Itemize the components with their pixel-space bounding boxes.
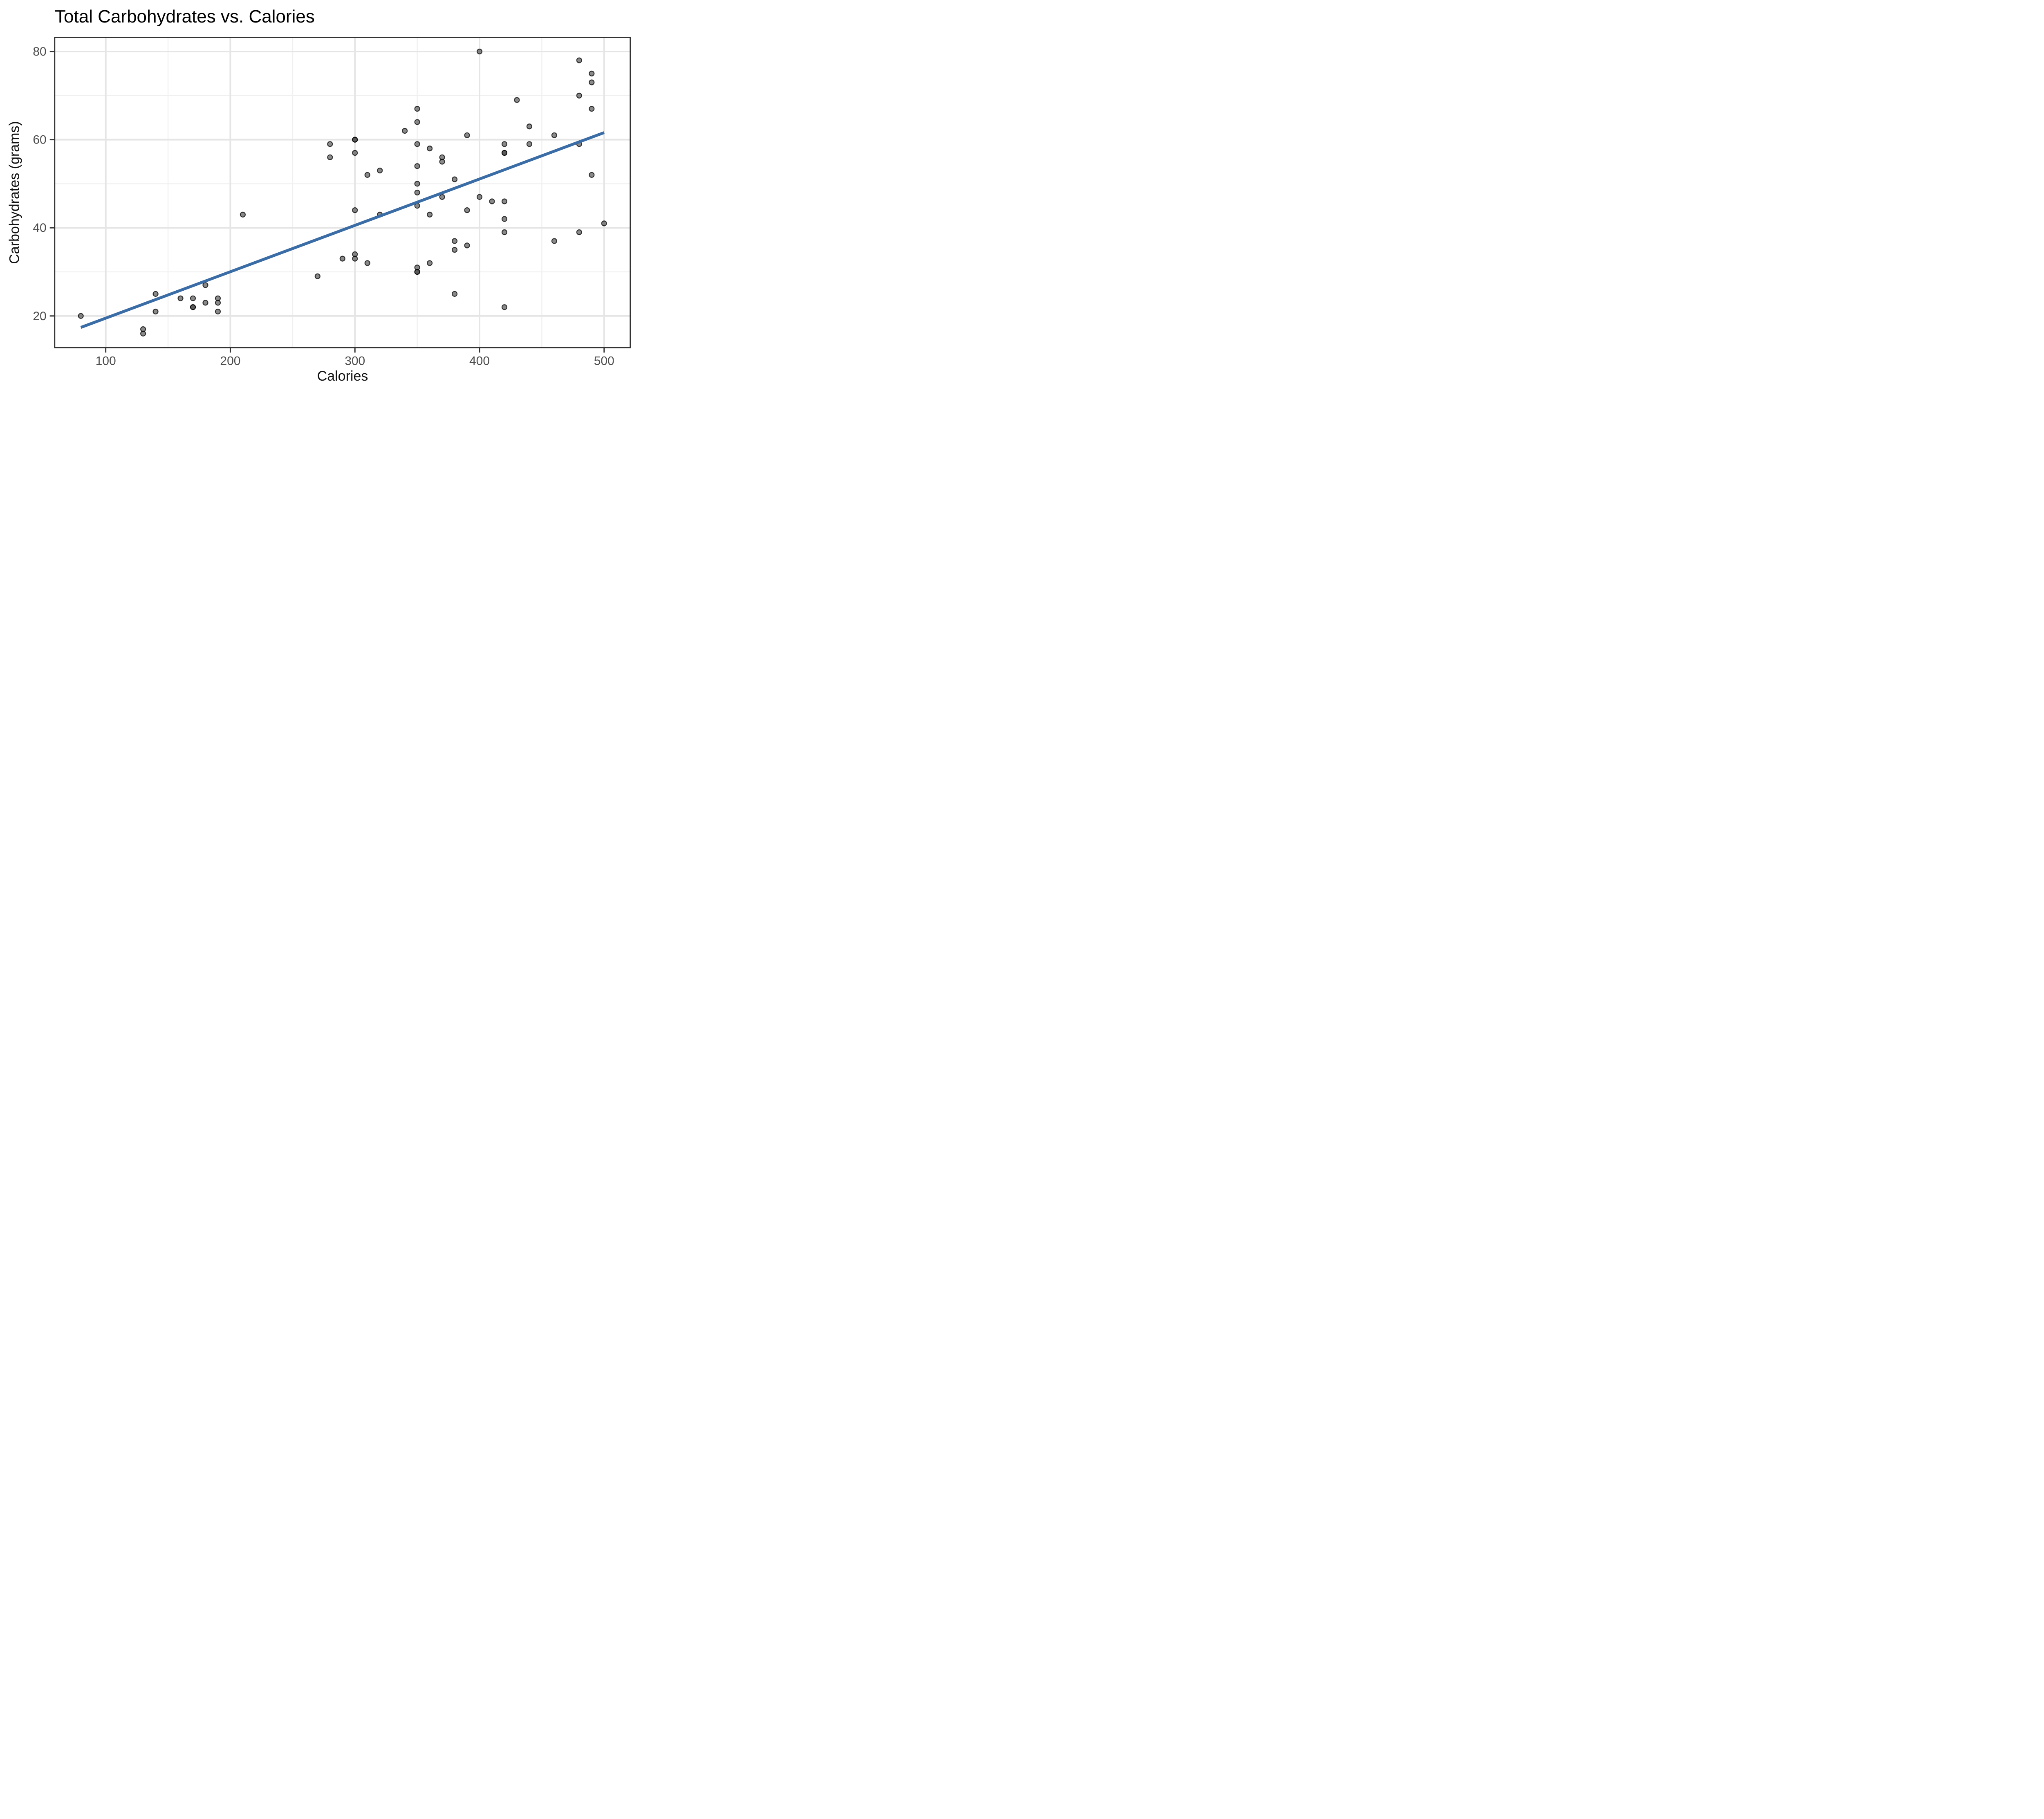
data-point [501, 198, 508, 204]
data-point [414, 181, 420, 187]
data-point [589, 70, 595, 76]
data-point [152, 291, 159, 297]
data-point [352, 150, 358, 156]
data-point [339, 256, 345, 262]
data-point [215, 300, 221, 306]
data-point [414, 163, 420, 169]
data-point [402, 128, 408, 134]
y-tick-label: 20 [33, 310, 46, 323]
data-point [352, 256, 358, 262]
y-tick-label: 80 [33, 45, 46, 58]
data-point [414, 269, 420, 275]
x-tick-label: 400 [469, 354, 490, 368]
data-point [414, 189, 420, 196]
x-axis-title: Calories [317, 368, 368, 384]
x-tick-label: 300 [345, 354, 365, 368]
data-point [140, 330, 146, 337]
trend-line [80, 131, 605, 329]
data-point [551, 238, 557, 244]
data-point [589, 79, 595, 85]
data-point [489, 198, 495, 204]
y-axis-title: Carbohydrates (grams) [7, 121, 22, 264]
data-point [501, 229, 508, 236]
data-point [439, 159, 445, 165]
data-point [526, 141, 533, 147]
panel-background [54, 37, 630, 348]
chart-title: Total Carbohydrates vs. Calories [55, 7, 315, 27]
data-point [451, 291, 458, 297]
data-point [190, 304, 196, 310]
x-tick-label: 100 [96, 354, 116, 368]
data-point [576, 92, 582, 99]
data-point [514, 97, 520, 103]
data-point [526, 123, 533, 130]
chart-figure: 100 200 300 400 500 20 40 60 80 Total Carbohydra… [0, 0, 641, 396]
data-point [589, 172, 595, 178]
data-point [190, 295, 196, 301]
data-point [352, 207, 358, 213]
data-point [177, 295, 184, 301]
data-point [476, 48, 483, 55]
data-point [414, 141, 420, 147]
data-point [501, 141, 508, 147]
data-point [551, 132, 557, 138]
data-point [426, 260, 433, 266]
data-point [202, 300, 208, 306]
data-point [451, 238, 458, 244]
data-point [464, 242, 470, 249]
data-point [78, 313, 84, 319]
data-point [364, 260, 370, 266]
y-tick-label: 40 [33, 221, 46, 235]
y-tick-label: 60 [33, 133, 46, 147]
data-point [464, 132, 470, 138]
panel-border [54, 37, 631, 348]
data-point [426, 211, 433, 218]
plot-area: 100 200 300 400 500 20 40 60 80 [33, 37, 631, 368]
data-point [327, 154, 333, 160]
x-tick-label: 200 [220, 354, 240, 368]
data-point [377, 167, 383, 174]
data-point [464, 207, 470, 213]
data-point [601, 220, 607, 227]
data-point [501, 216, 508, 222]
data-point [152, 308, 159, 315]
data-point [451, 176, 458, 182]
data-point [451, 247, 458, 253]
data-point [589, 106, 595, 112]
data-point [576, 57, 582, 63]
data-point [352, 137, 358, 143]
data-point [439, 194, 445, 200]
data-point [501, 150, 508, 156]
data-point [501, 304, 508, 310]
data-point [314, 273, 320, 279]
data-point [576, 229, 582, 236]
data-point [414, 106, 420, 112]
data-point [426, 146, 433, 152]
data-point [215, 308, 221, 315]
data-point [327, 141, 333, 147]
data-point [364, 172, 370, 178]
data-point [476, 194, 483, 200]
data-point [414, 119, 420, 125]
data-point [202, 282, 208, 288]
data-point [240, 211, 246, 218]
x-tick-label: 500 [594, 354, 614, 368]
